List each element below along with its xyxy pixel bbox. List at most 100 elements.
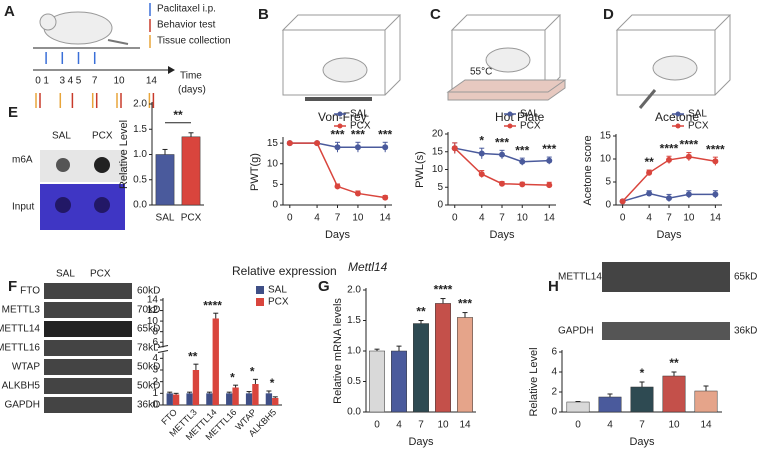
apparatus: [281, 14, 732, 109]
bar: [435, 303, 451, 413]
bar: [391, 350, 407, 413]
blot-band: [44, 378, 132, 394]
blot-protein: WTAP: [12, 362, 40, 373]
blots: [40, 150, 730, 340]
mouse: [652, 55, 698, 81]
bar: [662, 375, 686, 413]
x-tick-label: 10: [352, 213, 364, 224]
significance: **: [188, 349, 198, 363]
significance: **: [416, 305, 426, 319]
y-tick-label: 6: [551, 347, 557, 358]
data-point: [646, 169, 653, 176]
y-tick-label: 5: [605, 177, 611, 188]
syringe: [638, 89, 657, 109]
x-tick-label: 4: [479, 213, 485, 224]
data-point: [666, 156, 672, 163]
bar: [226, 393, 233, 405]
bar: [206, 393, 213, 405]
blot-band: [44, 359, 132, 375]
y-axis-label: PWL(s): [414, 151, 426, 188]
x-tick-label: PCX: [181, 213, 202, 224]
dot: [94, 157, 110, 173]
significance: **: [173, 108, 183, 122]
legend-swatch: [675, 111, 681, 117]
bar: [245, 393, 253, 405]
significance: ***: [351, 127, 365, 141]
bar: [457, 317, 473, 413]
bar: [252, 384, 259, 405]
bar: [166, 393, 173, 405]
blot-size: 50kD: [137, 362, 160, 373]
blot-m6a: [40, 150, 125, 182]
significance: ****: [434, 283, 453, 297]
data-point: [546, 182, 553, 189]
data-point: [712, 158, 719, 165]
x-tick-label: SAL: [156, 213, 175, 224]
day-label: 1: [43, 76, 49, 87]
chart-title: Relative expression: [232, 264, 337, 278]
blot-row: Input: [12, 202, 34, 213]
mouse-head: [39, 13, 57, 31]
bar: [172, 394, 180, 405]
day-label: 14: [146, 76, 158, 87]
x-tick-label: 0: [575, 420, 581, 431]
y-tick-label: 1.5: [347, 315, 361, 326]
day-label: 3: [60, 76, 66, 87]
blot-col: PCX: [90, 269, 111, 280]
x-tick-label: 7: [639, 420, 645, 431]
y-tick-label: 1.5: [133, 124, 147, 135]
bar: [369, 350, 385, 413]
x-tick-label: 14: [459, 420, 471, 431]
data-point: [354, 144, 361, 151]
significance: ****: [680, 138, 699, 152]
legend-label: PCX: [350, 121, 371, 132]
bar: [192, 370, 200, 405]
significance: *: [230, 370, 235, 384]
dot: [94, 197, 110, 213]
x-tick-label: 0: [287, 213, 293, 224]
y-tick-label: 0: [152, 400, 158, 411]
x-tick-label: 10: [517, 213, 529, 224]
von-frey-box: [281, 14, 402, 96]
significance: ***: [515, 143, 529, 157]
x-tick-label: 7: [499, 213, 505, 224]
panel-a: [33, 3, 175, 74]
bar: [265, 393, 273, 405]
x-axis-label: Days: [629, 436, 655, 448]
y-tick-label: 0.5: [133, 174, 147, 185]
y-tick-label: 0: [605, 200, 611, 211]
y-tick-label: 14: [147, 295, 159, 306]
x-tick-label: 7: [666, 213, 672, 224]
panel-letter: G: [318, 278, 330, 295]
x-tick-label: 14: [710, 213, 722, 224]
data-point: [286, 140, 293, 147]
significance: ***: [330, 127, 344, 141]
y-tick-label: 4: [551, 367, 557, 378]
legend-label: SAL: [688, 109, 707, 120]
acetone-box: [615, 14, 732, 96]
legend-label: Behavior test: [157, 20, 216, 31]
blot-size: 36kD: [137, 400, 160, 411]
day-label: 4: [68, 76, 74, 87]
legend-label: PCX: [268, 297, 289, 308]
y-tick-label: 10: [147, 316, 159, 327]
blot-col: PCX: [92, 131, 113, 142]
legend-label: SAL: [520, 109, 539, 120]
axis-label: Time: [180, 71, 202, 82]
x-tick-label: 4: [607, 420, 613, 431]
x-tick-label: 14: [544, 213, 556, 224]
y-tick-label: 1: [152, 388, 158, 399]
data-point: [354, 190, 361, 197]
legend-swatch: [256, 286, 264, 294]
bar: [413, 323, 429, 413]
legend-swatch: [337, 123, 343, 129]
x-tick-label: 0: [620, 213, 626, 224]
significance: *: [479, 133, 484, 147]
axis-label: (days): [178, 85, 206, 96]
blot-band: [602, 322, 730, 340]
panel-letter: D: [603, 6, 614, 23]
x-tick-label: 7: [418, 420, 424, 431]
blot-protein: GAPDH: [558, 326, 594, 337]
data-point: [666, 195, 672, 202]
x-axis-label: Days: [656, 229, 682, 241]
